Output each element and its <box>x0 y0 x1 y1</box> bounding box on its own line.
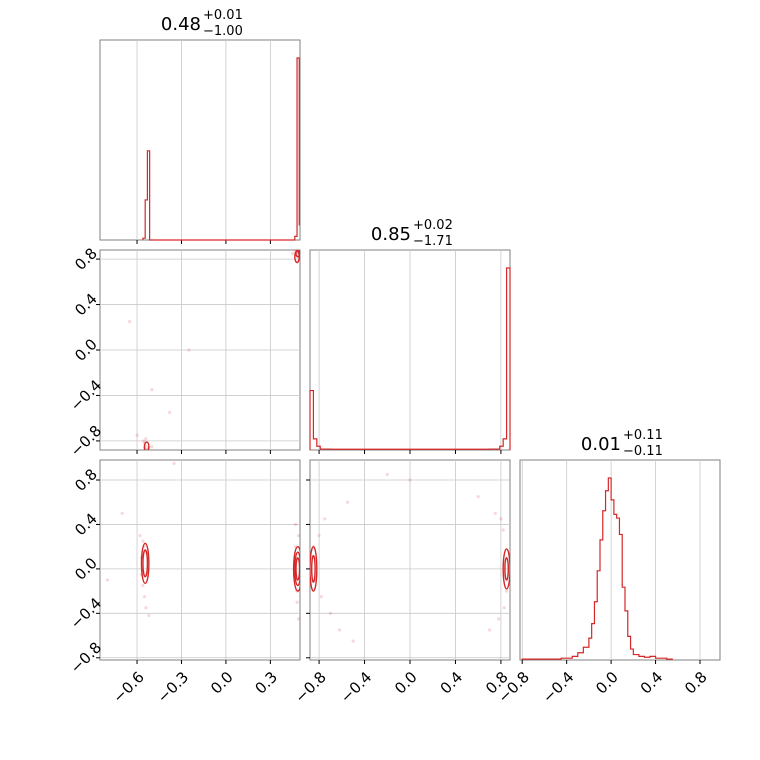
p2-vs-p0-contour-3 <box>294 551 300 587</box>
p2-vs-p0-point-0 <box>141 539 145 543</box>
hist-p2-xtick-label-4: 0.8 <box>681 668 711 698</box>
p1-vs-p0-point-8 <box>135 433 139 437</box>
p2-vs-p1-xtick-label-3: 0.4 <box>437 668 467 698</box>
p2-vs-p1-xtick-label-1: −0.4 <box>337 668 375 706</box>
hist-p2-xtick-label-2: 0.0 <box>592 668 622 698</box>
p2-vs-p1-point-7 <box>337 628 342 632</box>
hist-p2-xtick-label-1: −0.4 <box>539 668 577 706</box>
hist-p1-title-median: 0.85 <box>371 224 411 245</box>
p1-vs-p0-ytick-label-2: 0.0 <box>71 335 101 365</box>
p2-vs-p0-point-5 <box>144 606 148 610</box>
hist-p0-histogram <box>142 57 300 241</box>
hist-p1-title-plus: +0.02 <box>413 218 453 233</box>
p2-vs-p1-point-6 <box>328 611 333 615</box>
p2-vs-p0-contour-0 <box>142 549 149 578</box>
p2-vs-p0-xtick-label-1: −0.3 <box>154 668 192 706</box>
p2-vs-p1-point-11 <box>385 472 389 477</box>
p2-vs-p1-point-8 <box>345 500 350 504</box>
p2-vs-p1-point-5 <box>323 517 327 521</box>
p2-vs-p1-point-3 <box>317 533 321 538</box>
p1-vs-p0-point-17 <box>168 410 172 415</box>
p2-vs-p1-contour-0 <box>311 554 316 583</box>
hist-p1-title-minus: −1.71 <box>413 234 453 249</box>
p2-vs-p1-point-19 <box>476 495 480 499</box>
p2-vs-p1-point-10 <box>408 478 412 482</box>
hist-p2-histogram <box>521 477 673 660</box>
p2-vs-p1-contours <box>310 545 510 592</box>
hist-p2-frame <box>519 459 721 661</box>
p2-vs-p0-point-4 <box>142 595 147 599</box>
p1-vs-p0-contour-0 <box>143 441 150 450</box>
p2-vs-p1-point-18 <box>487 628 492 632</box>
p2-vs-p0-xtick-label-0: −0.6 <box>109 668 147 706</box>
p1-vs-p0-ytick-label-4: 0.8 <box>71 244 101 274</box>
p2-vs-p0-contour-2 <box>295 557 300 581</box>
p2-vs-p1-xtick-label-2: 0.0 <box>391 668 421 698</box>
p2-vs-p1-point-17 <box>497 617 501 621</box>
p2-vs-p1-point-15 <box>504 589 509 593</box>
p1-vs-p0-contours <box>143 250 300 450</box>
p2-vs-p0-point-17 <box>147 613 151 618</box>
p2-vs-p0-ytick-label-4: 0.8 <box>71 465 101 495</box>
p1-vs-p0-point-5 <box>142 439 146 443</box>
hist-p1-histogram <box>309 267 511 450</box>
p2-vs-p0-point-11 <box>293 522 298 527</box>
hist-p0-frame <box>99 39 301 241</box>
p1-vs-p0-contour-2 <box>294 250 300 264</box>
p2-vs-p1-point-13 <box>499 517 503 521</box>
p2-vs-p0-frame <box>99 459 301 661</box>
p2-vs-p0-contour-1 <box>140 542 150 585</box>
p1-vs-p0-point-11 <box>187 348 191 352</box>
p2-vs-p1-contour-1 <box>310 545 318 592</box>
p2-vs-p0-ytick-label-2: 0.0 <box>71 554 101 584</box>
p1-vs-p0-point-7 <box>150 444 154 449</box>
p2-vs-p0-ytick-label-3: 0.4 <box>71 510 101 540</box>
hist-p2-title-median: 0.01 <box>581 434 621 455</box>
hist-p0-title-median: 0.48 <box>161 14 201 35</box>
p2-vs-p1-xtick-label-0: −0.8 <box>291 668 329 706</box>
p1-vs-p0-point-16 <box>290 251 295 256</box>
p2-vs-p0-point-14 <box>296 617 301 621</box>
p1-vs-p0-point-10 <box>150 388 154 392</box>
p2-vs-p1-point-4 <box>319 595 323 599</box>
p2-vs-p1-point-9 <box>351 639 355 643</box>
p2-vs-p0-point-18 <box>138 533 142 538</box>
p2-vs-p0-point-9 <box>105 578 110 582</box>
p2-vs-p0-contour-4 <box>292 545 300 592</box>
hist-p2-xtick-label-3: 0.4 <box>637 668 667 698</box>
p2-vs-p0-xtick-label-3: 0.3 <box>252 668 282 698</box>
p2-vs-p1-point-14 <box>493 511 497 515</box>
hist-p2-title-plus: +0.11 <box>623 428 663 443</box>
p2-vs-p0-point-12 <box>296 533 301 538</box>
p2-vs-p0-point-13 <box>295 600 299 604</box>
p2-vs-p0-contours <box>140 542 300 592</box>
p2-vs-p0-xtick-label-2: 0.0 <box>207 668 237 698</box>
p2-vs-p1-point-16 <box>502 606 506 610</box>
p2-vs-p0-point-10 <box>172 461 176 465</box>
p1-vs-p0-point-6 <box>144 437 148 441</box>
hist-p2-title-minus: −0.11 <box>623 444 663 459</box>
p1-vs-p0-point-9 <box>128 319 132 324</box>
hist-p0-title-minus: −1.00 <box>203 24 243 39</box>
p1-vs-p0-ytick-label-3: 0.4 <box>71 290 101 320</box>
p2-vs-p0-point-8 <box>120 511 124 515</box>
p2-vs-p0-point-3 <box>141 583 145 588</box>
p2-vs-p1-contour-3 <box>502 548 510 590</box>
p2-vs-p1-contour-2 <box>504 557 509 581</box>
hist-p0-title-plus: +0.01 <box>203 8 243 23</box>
p2-vs-p1-point-12 <box>501 528 505 532</box>
